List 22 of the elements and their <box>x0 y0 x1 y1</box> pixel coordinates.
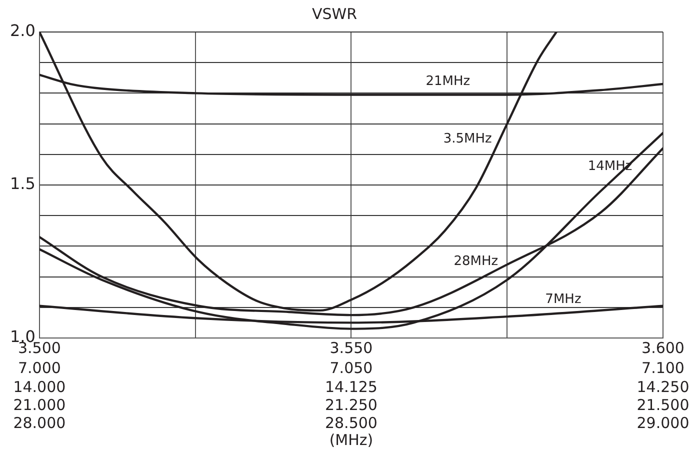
x-axis-title: (MHz) <box>329 430 374 449</box>
series-label: 7MHz <box>545 292 582 308</box>
chart-title: VSWR <box>312 4 358 23</box>
text: 28.000 <box>13 414 66 432</box>
text: 14.125 <box>324 378 378 396</box>
series-label: 21MHz <box>426 74 470 90</box>
text: 21.500 <box>636 396 690 414</box>
text: 28.500 <box>324 414 378 432</box>
x2-tick-label: 7.100 <box>642 358 684 377</box>
text: 21.250 <box>324 396 378 414</box>
text: 29.000 <box>636 414 690 432</box>
x2-tick-label: 7.050 <box>330 358 373 377</box>
text: 14.250 <box>636 378 690 396</box>
text: 21.000 <box>13 396 66 414</box>
text: 14.000 <box>13 378 66 396</box>
series-label: 3.5MHz <box>443 132 492 147</box>
x2-tick-label: 7.000 <box>18 358 61 377</box>
y-tick-label: 2.0 <box>10 21 36 40</box>
x-tick-label: 3.600 <box>642 338 684 357</box>
series-label: 28MHz <box>454 254 498 270</box>
x-tick-label: 3.550 <box>330 338 373 357</box>
y-tick-label: 1.5 <box>10 174 36 194</box>
